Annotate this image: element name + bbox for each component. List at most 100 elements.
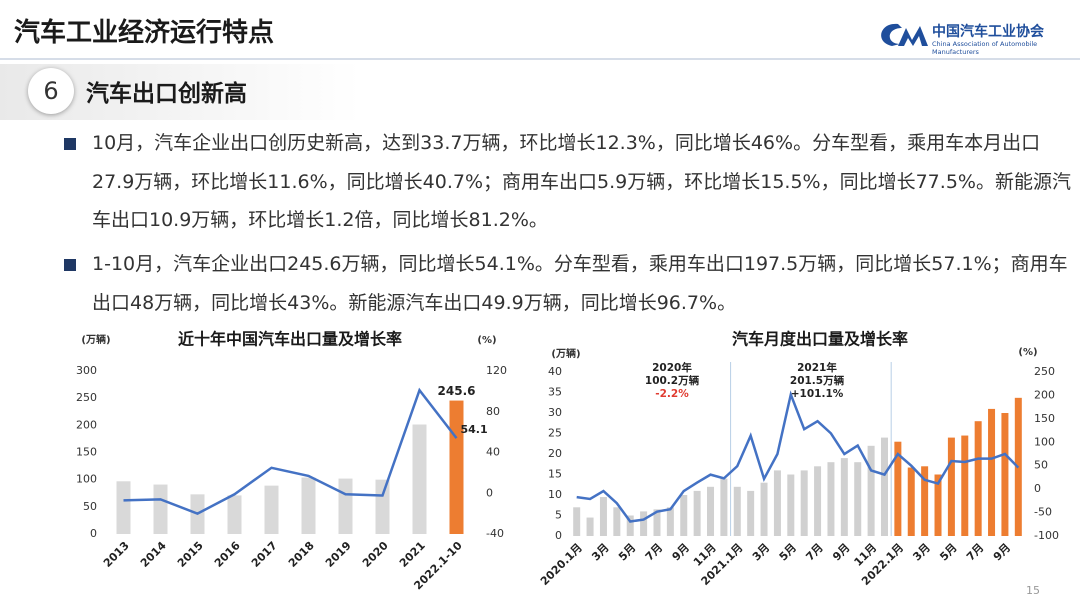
bar bbox=[867, 445, 875, 536]
bar bbox=[153, 484, 168, 534]
chart-title: 近十年中国汽车出口量及增长率 bbox=[178, 330, 402, 349]
annotation: 2021年 bbox=[797, 361, 837, 374]
bar bbox=[854, 462, 862, 536]
annotation: +54.1% bbox=[930, 388, 976, 400]
line bbox=[576, 390, 1020, 523]
data-label: 245.6 bbox=[438, 384, 476, 398]
bullet-text: 1-10月，汽车企业出口245.6万辆，同比增长54.1%。分车型看，乘用车出口… bbox=[92, 253, 1068, 314]
bar bbox=[921, 466, 929, 536]
logo-mark bbox=[881, 23, 928, 46]
bar bbox=[760, 482, 768, 536]
bar bbox=[264, 485, 279, 534]
y-tick-label: 25 bbox=[548, 427, 562, 440]
bar bbox=[666, 507, 674, 536]
bar bbox=[961, 435, 969, 536]
bar bbox=[626, 515, 634, 536]
bar bbox=[412, 424, 427, 534]
x-tick-label: 2013 bbox=[101, 539, 132, 570]
y2-tick-label: 50 bbox=[1034, 459, 1048, 472]
bullet: 10月，汽车企业出口创历史新高，达到33.7万辆，环比增长12.3%，同比增长4… bbox=[62, 124, 1080, 240]
bar bbox=[599, 497, 607, 536]
y2-tick-label: 80 bbox=[486, 405, 500, 418]
x-tick-label: 5月 bbox=[616, 541, 638, 563]
y-tick-label: 100 bbox=[76, 473, 97, 486]
annotation: 201.5万辆 bbox=[790, 374, 845, 387]
bar bbox=[800, 470, 808, 536]
bullet: 1-10月，汽车企业出口245.6万辆，同比增长54.1%。分车型看，乘用车出口… bbox=[62, 245, 1080, 322]
bar bbox=[840, 458, 848, 536]
x-tick-label: 2020 bbox=[360, 539, 391, 570]
x-tick-label: 2015 bbox=[175, 539, 206, 570]
y-tick-label: 15 bbox=[548, 468, 562, 481]
bar bbox=[707, 486, 715, 536]
bar bbox=[449, 400, 464, 534]
annotation: 2020年 bbox=[652, 361, 692, 374]
x-tick-label: 5月 bbox=[777, 541, 799, 563]
y2-tick-label: 100 bbox=[1034, 435, 1055, 448]
org-name-en: China Association of Automobile Manufact… bbox=[932, 40, 1038, 56]
y-tick-label: 35 bbox=[548, 386, 562, 399]
y-tick-label: 5 bbox=[555, 509, 562, 522]
section-title: 汽车出口创新高 bbox=[86, 81, 247, 107]
y-tick-label: 150 bbox=[76, 446, 97, 459]
x-tick-label: 9月 bbox=[830, 541, 852, 563]
bar bbox=[814, 466, 822, 536]
bullet-text: 10月，汽车企业出口创历史新高，达到33.7万辆，环比增长12.3%，同比增长4… bbox=[92, 132, 1071, 231]
y-tick-label: 50 bbox=[83, 500, 97, 513]
annotation: 100.2万辆 bbox=[645, 374, 700, 387]
x-tick-label: 2016 bbox=[212, 539, 243, 570]
x-tick-label: 5月 bbox=[937, 541, 959, 563]
y-tick-label: 200 bbox=[76, 418, 97, 431]
bar bbox=[640, 511, 648, 536]
slide-title: 汽车工业经济运行特点 bbox=[14, 18, 275, 48]
bar bbox=[880, 437, 888, 536]
bar bbox=[613, 507, 621, 536]
chart-title: 汽车月度出口量及增长率 bbox=[732, 330, 908, 349]
x-tick-label: 7月 bbox=[964, 541, 986, 563]
line bbox=[123, 387, 458, 515]
bar bbox=[747, 490, 755, 536]
bar bbox=[988, 408, 996, 536]
bar bbox=[827, 462, 835, 536]
bar bbox=[974, 421, 982, 536]
bar bbox=[693, 490, 701, 536]
bar bbox=[375, 479, 390, 534]
x-tick-label: 2019 bbox=[323, 539, 354, 570]
bar bbox=[338, 478, 353, 534]
bar bbox=[773, 470, 781, 536]
bar bbox=[947, 437, 955, 536]
y2-tick-label: 0 bbox=[1034, 482, 1041, 495]
y2-tick-label: 120 bbox=[486, 364, 507, 377]
header-rule bbox=[0, 58, 1080, 60]
x-tick-label: 9月 bbox=[670, 541, 692, 563]
y2-tick-label: -40 bbox=[486, 527, 504, 540]
x-tick-label: 3月 bbox=[910, 541, 932, 563]
org-name: 中国汽车工业协会 bbox=[932, 24, 1044, 40]
x-tick-label: 3月 bbox=[750, 541, 772, 563]
y-axis-unit: (万辆) bbox=[551, 347, 580, 360]
y-tick-label: 0 bbox=[90, 527, 97, 540]
bar bbox=[787, 474, 795, 536]
x-tick-label: 9月 bbox=[991, 541, 1013, 563]
y-tick-label: 300 bbox=[76, 364, 97, 377]
x-tick-label: 2018 bbox=[286, 539, 317, 570]
y2-tick-label: 200 bbox=[1034, 388, 1055, 401]
y-tick-label: 40 bbox=[548, 365, 562, 378]
bar bbox=[680, 495, 688, 536]
y-tick-label: 10 bbox=[548, 488, 562, 501]
y2-tick-label: -100 bbox=[1034, 529, 1059, 542]
x-tick-label: 7月 bbox=[643, 541, 665, 563]
annotation: 245.6万辆 bbox=[926, 374, 981, 387]
bar bbox=[227, 495, 242, 534]
y-tick-label: 30 bbox=[548, 406, 562, 419]
annotation: -2.2% bbox=[655, 388, 689, 400]
bar bbox=[733, 486, 741, 536]
bar bbox=[1001, 413, 1009, 536]
y-tick-label: 250 bbox=[76, 391, 97, 404]
y2-axis-unit: (%) bbox=[1018, 347, 1037, 358]
bar bbox=[894, 441, 902, 536]
x-tick-label: 7月 bbox=[803, 541, 825, 563]
bar bbox=[586, 517, 594, 536]
bar bbox=[720, 478, 728, 536]
